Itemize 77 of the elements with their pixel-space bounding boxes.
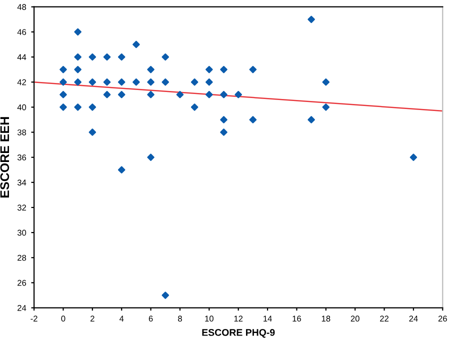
point [60,90,67,98]
point [147,78,154,86]
y-tick-label: 32 [17,204,26,211]
point [190,78,198,86]
point [118,166,126,174]
point [88,78,96,86]
y-tick-label: 46 [17,29,26,36]
y-tick-label: 40 [17,104,26,110]
point [234,90,242,98]
x-tick-label: -2 [30,316,38,322]
x-tick-label: 12 [234,316,243,322]
point [147,66,154,74]
point [206,66,213,74]
point [147,90,154,98]
point [249,116,257,124]
y-tick-label: 38 [17,129,26,136]
point [162,292,170,299]
y-axis-title: ESCORE EEH [0,117,10,198]
x-tick-label: 20 [350,316,360,322]
point [88,104,96,111]
y-tick-label: 28 [18,254,26,261]
x-tick-label: 10 [205,316,214,322]
x-tick-label: 26 [438,316,447,322]
y-tick-label: 48 [17,4,26,10]
point [103,78,111,86]
point [74,104,82,111]
x-axis-title: ESCORE PHQ-9 [202,329,275,338]
x-tick-label: 14 [264,316,272,322]
point [88,53,96,61]
x-tick-label: 0 [61,316,66,322]
x-tick-label: 18 [322,316,330,322]
point [322,78,330,86]
point [88,128,96,136]
x-tick-label: 16 [292,316,301,322]
point [206,90,213,98]
point [220,66,228,74]
point [308,16,315,24]
y-tick-label: 24 [18,305,26,311]
y-tick-label: 44 [17,54,26,60]
point [74,66,82,74]
point [176,90,184,98]
x-tick-label: 6 [148,316,153,322]
point [162,78,170,86]
point [132,40,140,48]
x-tick-label: 8 [178,316,182,322]
point [60,66,67,74]
y-tick-label: 36 [17,154,26,160]
y-tick-label: 26 [18,280,26,286]
point [220,90,228,98]
point [103,90,111,98]
point [206,78,213,86]
point [220,128,228,136]
x-tick-label: 22 [380,316,388,322]
point [249,66,257,74]
point [74,53,82,61]
point [322,104,330,111]
x-tick-label: 4 [119,316,124,322]
point [410,154,418,161]
point [220,116,228,124]
point [147,154,154,161]
y-tick-label: 30 [17,230,26,236]
point [60,78,67,86]
x-tick-label: 2 [90,316,94,322]
point [308,116,315,124]
point [74,28,82,36]
point [118,53,126,61]
y-tick-label: 34 [17,180,26,186]
point [60,104,67,111]
point [190,104,198,111]
point [132,78,140,86]
point [118,90,126,98]
point [103,53,111,61]
point [74,78,82,86]
point [162,53,170,61]
y-tick-label: 42 [17,79,26,86]
x-tick-label: 24 [409,316,418,322]
point [118,78,126,86]
